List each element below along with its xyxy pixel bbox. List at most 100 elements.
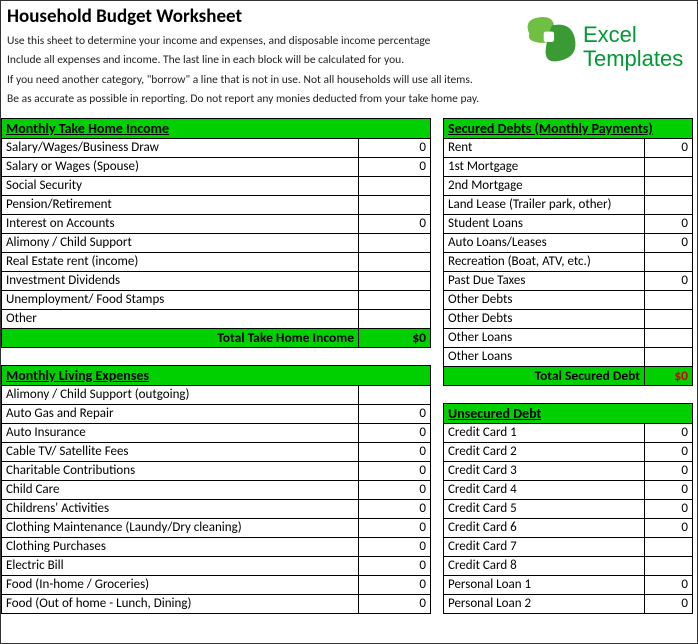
row-value[interactable]	[359, 234, 431, 253]
table-row: Alimony / Child Support	[1, 234, 431, 253]
row-label: Credit Card 2	[443, 443, 645, 462]
row-value[interactable]	[359, 310, 431, 329]
row-label: Personal Loan 1	[443, 576, 645, 595]
row-label: Other Loans	[443, 348, 645, 367]
row-label: Other Loans	[443, 329, 645, 348]
row-value[interactable]	[359, 291, 431, 310]
row-value[interactable]	[645, 291, 693, 310]
table-row: Food (In-home / Groceries)0	[1, 576, 431, 595]
row-label: Clothing Maintenance (Laundy/Dry cleanin…	[1, 519, 359, 538]
row-value[interactable]: 0	[645, 462, 693, 481]
table-row: Alimony / Child Support (outgoing)	[1, 386, 431, 405]
row-value[interactable]: 0	[645, 443, 693, 462]
row-label: Cable TV/ Satellite Fees	[1, 443, 359, 462]
row-label: Past Due Taxes	[443, 272, 645, 291]
row-label: Salary or Wages (Spouse)	[1, 158, 359, 177]
row-value[interactable]	[645, 310, 693, 329]
row-value[interactable]	[359, 253, 431, 272]
row-value[interactable]: 0	[359, 500, 431, 519]
row-value[interactable]	[645, 348, 693, 367]
row-value[interactable]: 0	[359, 576, 431, 595]
table-row: Other Loans	[443, 329, 693, 348]
unsecured-rows: Credit Card 10Credit Card 20Credit Card …	[443, 424, 693, 614]
table-row: Personal Loan 10	[443, 576, 693, 595]
row-value[interactable]	[645, 158, 693, 177]
row-value[interactable]	[645, 177, 693, 196]
row-value[interactable]: 0	[359, 519, 431, 538]
row-value[interactable]: 0	[645, 500, 693, 519]
table-row: Other Debts	[443, 310, 693, 329]
row-value[interactable]: 0	[645, 595, 693, 614]
row-label: 2nd Mortgage	[443, 177, 645, 196]
secured-total-label: Total Secured Debt	[443, 367, 645, 386]
table-row: Credit Card 50	[443, 500, 693, 519]
spacer	[443, 386, 693, 403]
row-value[interactable]	[645, 253, 693, 272]
row-value[interactable]: 0	[359, 405, 431, 424]
table-row: Clothing Maintenance (Laundy/Dry cleanin…	[1, 519, 431, 538]
row-value[interactable]: 0	[645, 424, 693, 443]
right-column: Secured Debts (Monthly Payments) Rent01s…	[443, 118, 693, 614]
table-row: Recreation (Boat, ATV, etc.)	[443, 253, 693, 272]
row-value[interactable]	[645, 196, 693, 215]
row-value[interactable]	[645, 538, 693, 557]
table-row: Food (Out of home - Lunch, Dining)0	[1, 595, 431, 614]
row-value[interactable]: 0	[645, 272, 693, 291]
row-value[interactable]: 0	[645, 519, 693, 538]
row-value[interactable]	[359, 177, 431, 196]
logo-line2: Templates	[583, 46, 683, 71]
row-label: Credit Card 6	[443, 519, 645, 538]
table-row: Credit Card 8	[443, 557, 693, 576]
row-value[interactable]	[359, 272, 431, 291]
table-row: Cable TV/ Satellite Fees0	[1, 443, 431, 462]
table-row: Real Estate rent (income)	[1, 253, 431, 272]
logo-swoosh-icon	[521, 11, 583, 73]
row-value[interactable]: 0	[645, 139, 693, 158]
row-value[interactable]	[359, 386, 431, 405]
row-value[interactable]: 0	[359, 158, 431, 177]
table-row: Credit Card 40	[443, 481, 693, 500]
row-value[interactable]: 0	[359, 443, 431, 462]
row-label: Personal Loan 2	[443, 595, 645, 614]
row-value[interactable]: 0	[645, 234, 693, 253]
income-total-row: Total Take Home Income $0	[1, 329, 431, 348]
row-label: Food (In-home / Groceries)	[1, 576, 359, 595]
row-value[interactable]: 0	[359, 139, 431, 158]
row-value[interactable]: 0	[645, 576, 693, 595]
worksheet-container: Household Budget Worksheet Use this shee…	[0, 0, 698, 644]
row-label: Unemployment/ Food Stamps	[1, 291, 359, 310]
row-value[interactable]	[359, 196, 431, 215]
spacer	[1, 348, 431, 365]
row-value[interactable]: 0	[645, 215, 693, 234]
income-rows: Salary/Wages/Business Draw0Salary or Wag…	[1, 139, 431, 329]
logo-text: Excel Templates	[583, 23, 683, 71]
row-value[interactable]	[645, 557, 693, 576]
row-value[interactable]: 0	[359, 595, 431, 614]
logo-line1: Excel	[583, 22, 637, 47]
table-row: Credit Card 10	[443, 424, 693, 443]
row-value[interactable]	[645, 329, 693, 348]
row-value[interactable]: 0	[359, 481, 431, 500]
row-label: Auto Gas and Repair	[1, 405, 359, 424]
row-value[interactable]: 0	[359, 424, 431, 443]
table-row: Auto Gas and Repair0	[1, 405, 431, 424]
row-label: Alimony / Child Support (outgoing)	[1, 386, 359, 405]
table-row: Student Loans0	[443, 215, 693, 234]
row-value[interactable]: 0	[359, 538, 431, 557]
row-value[interactable]: 0	[359, 557, 431, 576]
table-row: Credit Card 60	[443, 519, 693, 538]
row-label: Other Debts	[443, 310, 645, 329]
income-section-header: Monthly Take Home Income	[1, 118, 431, 139]
table-row: Salary or Wages (Spouse)0	[1, 158, 431, 177]
row-label: Credit Card 3	[443, 462, 645, 481]
table-row: Other	[1, 310, 431, 329]
row-value[interactable]: 0	[645, 481, 693, 500]
row-value[interactable]: 0	[359, 462, 431, 481]
row-value[interactable]: 0	[359, 215, 431, 234]
unsecured-section-header: Unsecured Debt	[443, 403, 693, 424]
income-total-label: Total Take Home Income	[1, 329, 359, 348]
row-label: Auto Insurance	[1, 424, 359, 443]
row-label: Pension/Retirement	[1, 196, 359, 215]
row-label: Auto Loans/Leases	[443, 234, 645, 253]
row-label: Credit Card 4	[443, 481, 645, 500]
